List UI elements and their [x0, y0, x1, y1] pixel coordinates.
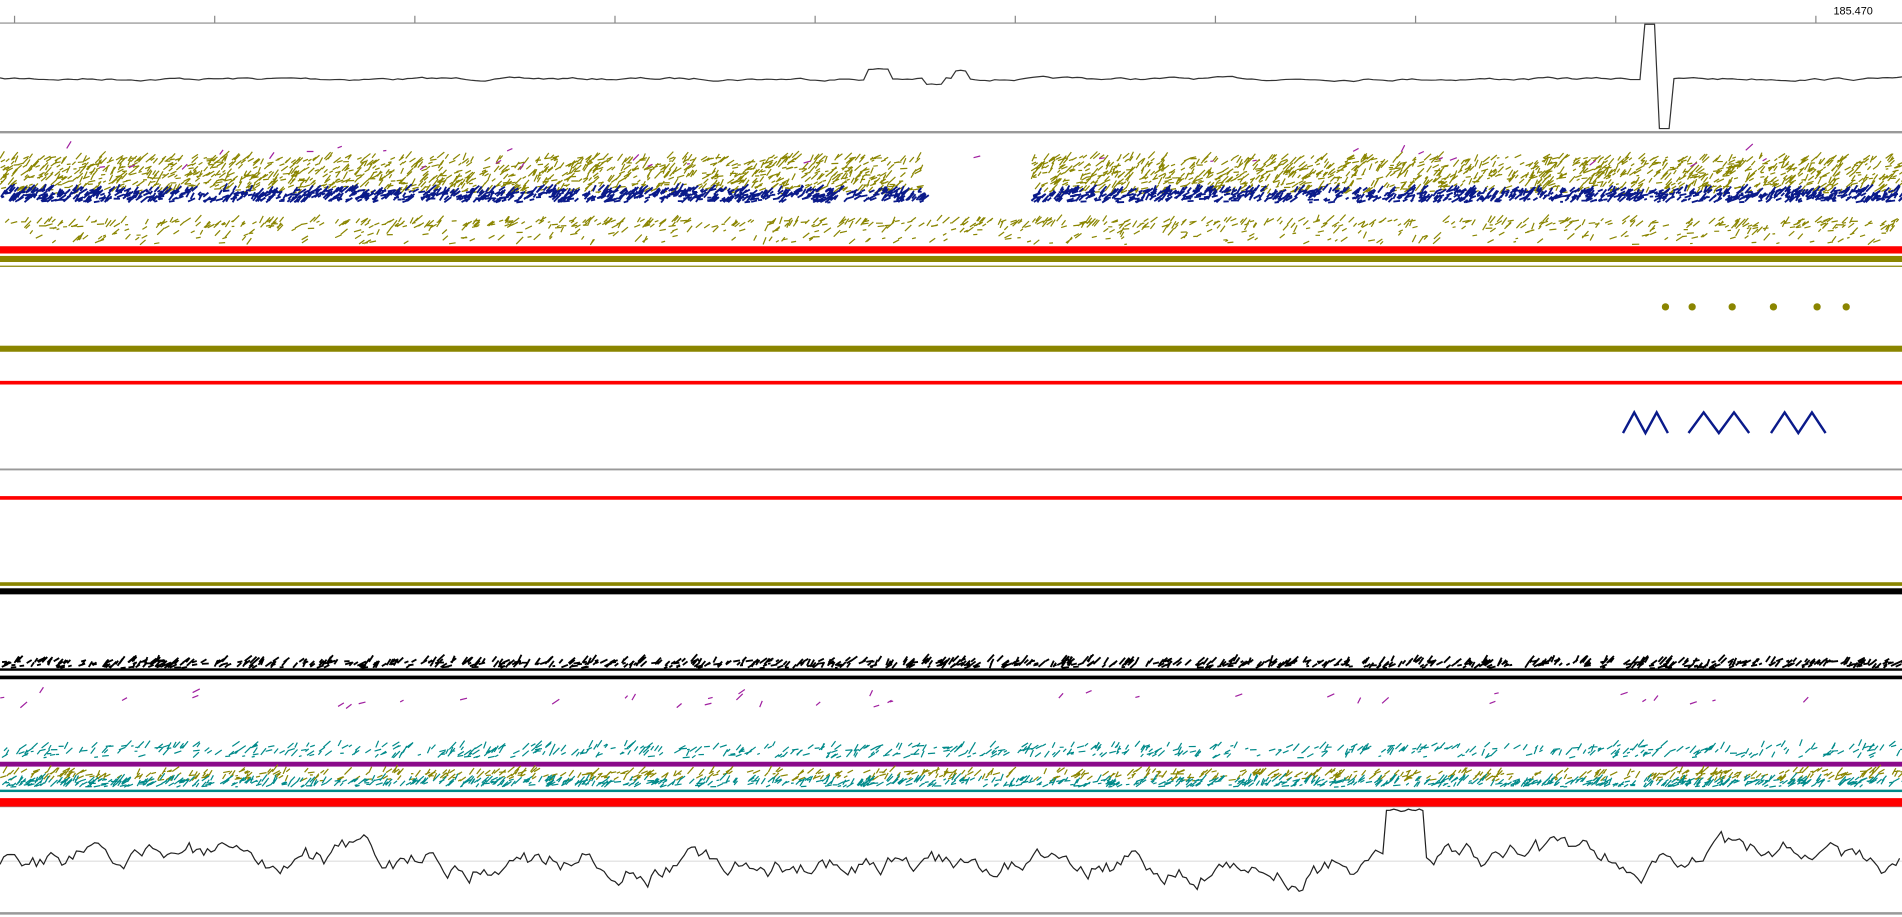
- ruler-label: 185.470: [1833, 6, 1872, 18]
- reads: [0, 150, 1902, 195]
- track-band: [0, 380, 1902, 385]
- reads: [1, 772, 1902, 788]
- track-band: [0, 798, 1902, 807]
- track-band: [0, 496, 1902, 500]
- reads: [66, 140, 1767, 171]
- zigzag: [1687, 410, 1751, 436]
- zigzag: [1769, 410, 1827, 436]
- reads: [1, 739, 1902, 759]
- track-band: [0, 255, 1902, 262]
- zigzag: [1621, 409, 1669, 436]
- marker: [1688, 303, 1696, 311]
- reads: [0, 182, 1902, 204]
- track-band: [0, 345, 1902, 352]
- track-band: [0, 668, 1902, 671]
- marker: [1769, 303, 1778, 311]
- track-band: [0, 789, 1902, 793]
- reads: [0, 764, 1902, 782]
- marker: [1661, 303, 1670, 311]
- reads: [25, 220, 1896, 246]
- coverage-line: [0, 23, 1902, 130]
- track-band: [0, 246, 1902, 254]
- coverage-line: [0, 808, 1901, 892]
- track-band: [0, 588, 1902, 595]
- track-band: [0, 265, 1902, 267]
- marker: [1728, 303, 1736, 311]
- track-band: [0, 675, 1902, 680]
- track-band: [0, 582, 1902, 586]
- reads: [1, 653, 1902, 670]
- tracks: [0, 15, 1902, 892]
- reads: [0, 686, 1809, 709]
- marker: [1813, 303, 1821, 311]
- marker: [1842, 303, 1850, 311]
- track-band: [0, 761, 1902, 767]
